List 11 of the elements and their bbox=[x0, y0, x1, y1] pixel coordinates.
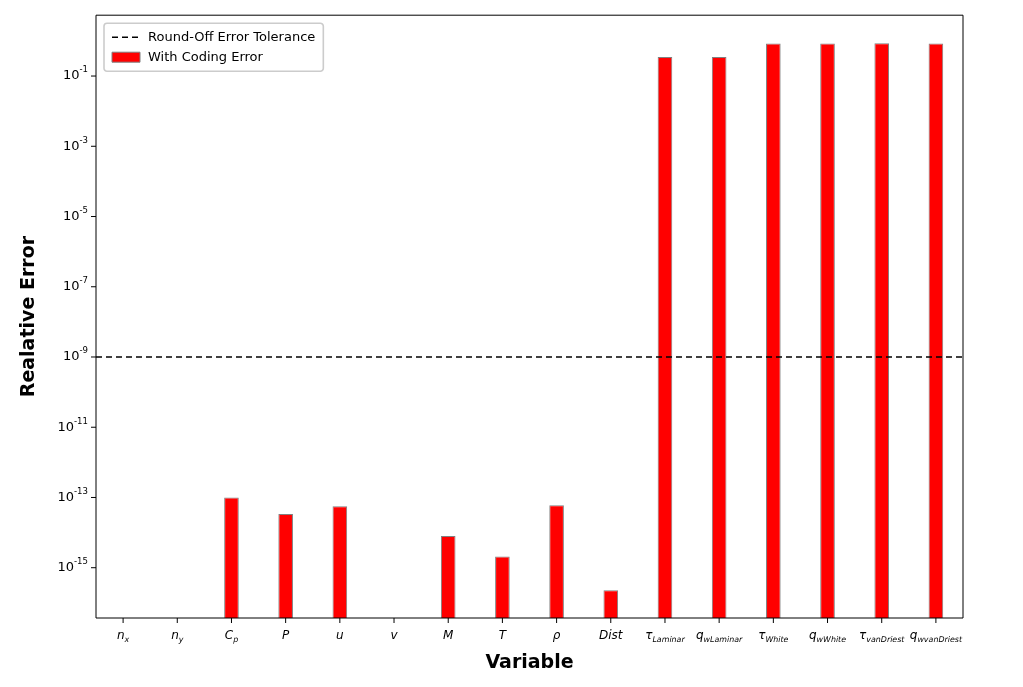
x-tick-label: v bbox=[390, 628, 399, 643]
x-tick-label: T bbox=[498, 628, 508, 643]
x-tick-label: P bbox=[282, 628, 291, 643]
x-tick-label: Dist bbox=[599, 628, 624, 643]
x-tick-label: M bbox=[443, 628, 455, 643]
y-axis-title: Realative Error bbox=[16, 235, 39, 398]
x-axis-title: Variable bbox=[485, 649, 574, 672]
legend-label: With Coding Error bbox=[148, 48, 264, 64]
x-tick-label: u bbox=[336, 628, 345, 643]
legend-label: Round-Off Error Tolerance bbox=[148, 28, 316, 44]
x-tick-label: ρ bbox=[552, 628, 561, 643]
